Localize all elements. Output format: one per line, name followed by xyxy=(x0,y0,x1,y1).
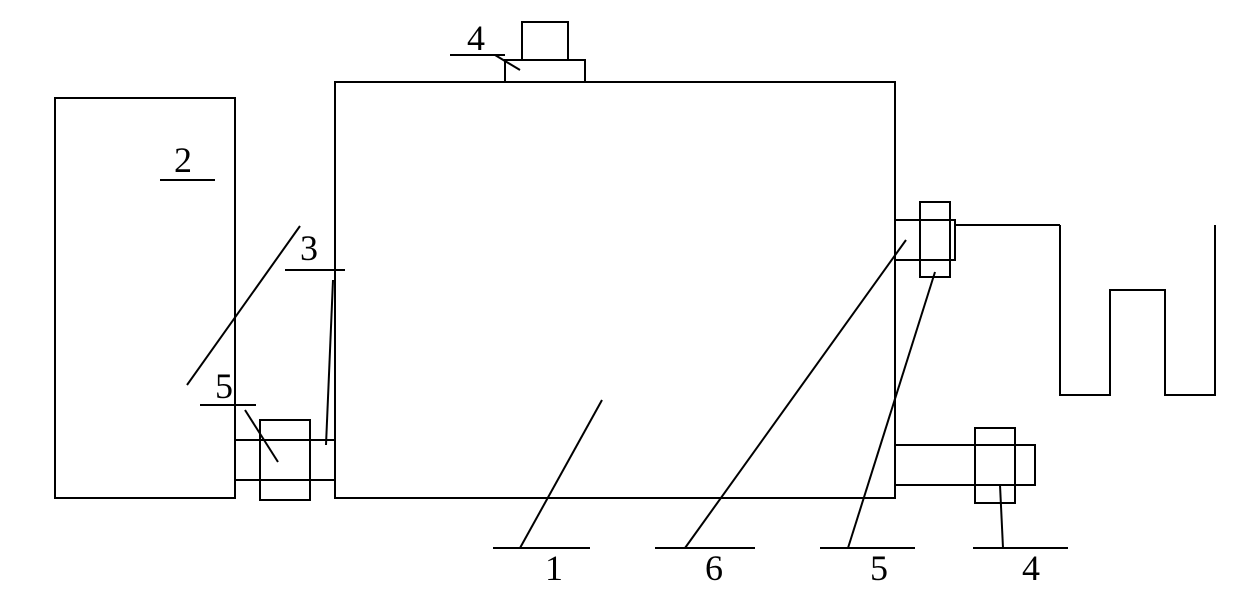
label-leader-l5_right xyxy=(848,272,935,548)
label-leader-l1 xyxy=(520,400,602,548)
label-text-l4_bottom: 4 xyxy=(1022,548,1040,588)
right-upper-pipe xyxy=(895,220,955,260)
label-text-l4_top: 4 xyxy=(467,18,485,58)
label-leader-l5_left xyxy=(245,410,278,462)
top-flange xyxy=(505,60,585,82)
label-text-l5_left: 5 xyxy=(215,366,233,406)
trap-shape xyxy=(1060,225,1215,395)
top-cap xyxy=(522,22,568,60)
label-leader-l4_bottom xyxy=(1000,485,1003,548)
left-valve xyxy=(260,420,310,500)
label-text-l5_right: 5 xyxy=(870,548,888,588)
label-leader-l4_top xyxy=(495,55,520,70)
label-text-l6: 6 xyxy=(705,548,723,588)
label-leader-l3 xyxy=(326,280,333,445)
label-leader-l6 xyxy=(685,240,906,548)
diagram-canvas: 1 2 3 4 4 5 5 6 xyxy=(0,0,1239,613)
label-text-l2: 2 xyxy=(174,140,192,180)
left-tank xyxy=(55,98,235,498)
label-leader-l2 xyxy=(187,226,300,385)
main-tank xyxy=(335,82,895,498)
right-upper-valve xyxy=(920,202,950,277)
right-lower-valve xyxy=(975,428,1015,503)
label-text-l3: 3 xyxy=(300,228,318,268)
labels-group: 1 2 3 4 4 5 5 6 xyxy=(160,18,1068,588)
left-pipe xyxy=(235,440,335,480)
label-text-l1: 1 xyxy=(545,548,563,588)
